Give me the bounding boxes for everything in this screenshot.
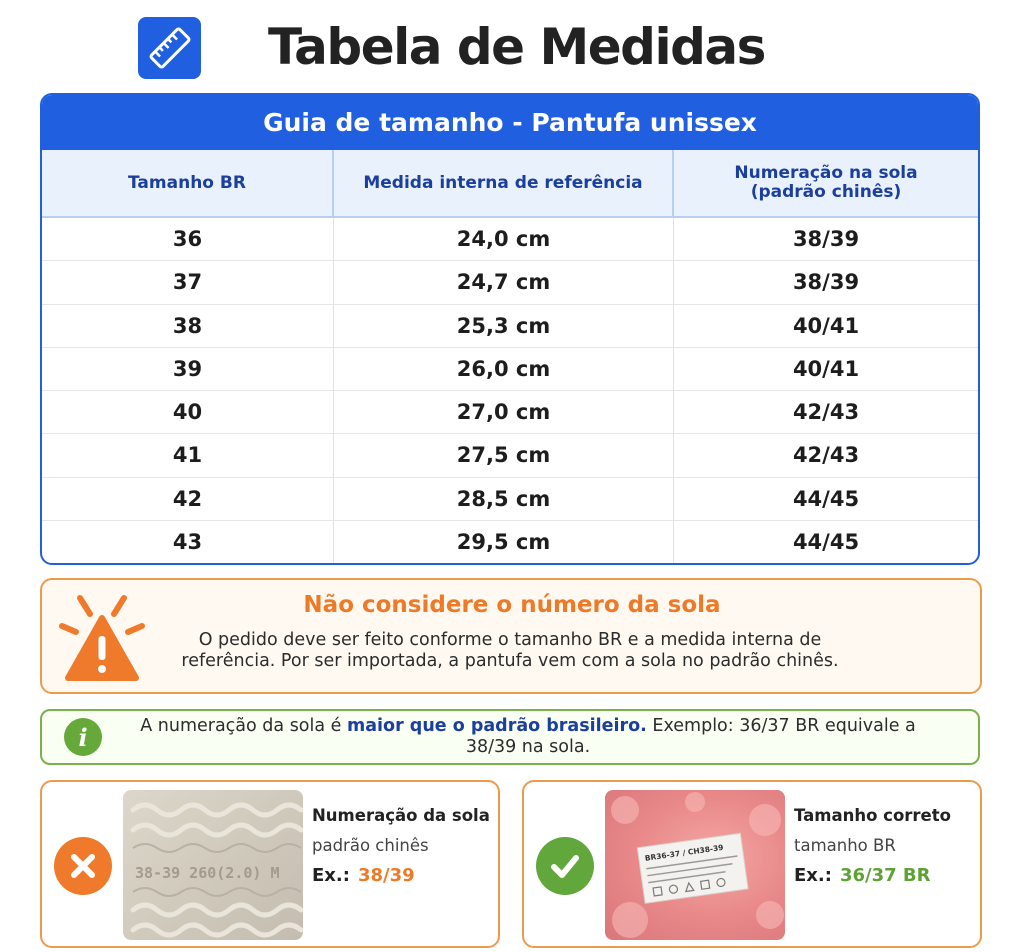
wrong-card-subtitle: padrão chinês [312,836,429,855]
cell-inner-measure: 28,5 cm [334,477,674,520]
cell-size-br: 36 [42,218,334,261]
cell-inner-measure: 26,0 cm [334,347,674,390]
cell-size-br: 42 [42,477,334,520]
example-card-wrong: 38-39 260(2.0) M Numeração da sola padrã… [40,780,500,948]
slipper-label-photo: BR36-37 / CH38-39 [605,790,785,940]
cell-inner-measure: 27,5 cm [334,434,674,477]
cell-inner-measure: 29,5 cm [334,520,674,563]
info-text-highlight: maior que o padrão brasileiro. [347,716,647,736]
cell-size-br: 43 [42,520,334,563]
warning-title: Não considere o número da sola [303,592,721,618]
right-card-title: Tamanho correto [794,806,951,825]
right-card-subtitle: tamanho BR [794,836,896,855]
header-sole-numbering-line1: Numeração na sola [734,163,918,183]
table-row: 41 27,5 cm 42/43 [42,434,978,478]
table-row: 37 24,7 cm 38/39 [42,261,978,305]
table-body: 36 24,0 cm 38/39 37 24,7 cm 38/39 38 25,… [42,218,978,563]
page-title: Tabela de Medidas [268,18,766,76]
cell-size-br: 38 [42,304,334,347]
cell-sole: 44/45 [792,486,860,511]
warning-text-line2: referência. Por ser importada, a pantufa… [181,651,839,671]
table-header-row: Tamanho BR Medida interna de referência … [42,150,978,218]
header-sole-numbering: Numeração na sola (padrão chinês) [674,150,978,216]
warning-icon [59,595,145,681]
wrong-example-label: Ex.: [312,865,350,886]
header-size-br: Tamanho BR [42,150,334,216]
table-row: 40 27,0 cm 42/43 [42,391,978,435]
cell-sole: 42/43 [792,443,860,468]
right-example-label: Ex.: [794,865,832,886]
warning-text: O pedido deve ser feito conforme o taman… [160,630,860,672]
header-sole-numbering-line2: (padrão chinês) [750,182,902,202]
right-card-example: Ex.: 36/37 BR [794,865,930,886]
wrong-example-value: 38/39 [357,865,415,886]
check-mark-icon [536,837,594,895]
info-text: A numeração da sola é maior que o padrão… [118,716,938,758]
info-text-before: A numeração da sola é [140,716,347,736]
cell-sole: 44/45 [792,529,860,554]
right-example-value: 36/37 BR [839,865,931,886]
cell-sole: 38/39 [792,270,860,295]
info-icon: i [64,718,102,756]
wrong-card-title: Numeração da sola [312,806,490,825]
warning-text-line1: O pedido deve ser feito conforme o taman… [198,630,822,650]
header-inner-measure: Medida interna de referência [334,150,674,216]
x-mark-icon [54,837,112,895]
sole-photo: 38-39 260(2.0) M [123,790,303,940]
cell-inner-measure: 25,3 cm [334,304,674,347]
cell-size-br: 40 [42,391,334,434]
table-row: 38 25,3 cm 40/41 [42,304,978,348]
table-caption: Guia de tamanho - Pantufa unissex [42,95,978,150]
example-card-right: BR36-37 / CH38-39 Tamanho correto tamanh… [522,780,982,948]
size-table: Guia de tamanho - Pantufa unissex Tamanh… [40,93,980,565]
wrong-card-example: Ex.: 38/39 [312,865,415,886]
info-text-line1: A numeração da sola é maior que o padrão… [118,716,938,737]
sole-embossed-text: 38-39 260(2.0) M [135,864,280,882]
cell-inner-measure: 24,7 cm [334,261,674,304]
info-text-after: Exemplo: 36/37 BR equivale a [646,716,916,736]
table-row: 36 24,0 cm 38/39 [42,218,978,262]
warning-box: Não considere o número da sola O pedido … [40,578,982,694]
cell-inner-measure: 24,0 cm [334,218,674,261]
cell-sole: 40/41 [792,356,860,381]
ruler-icon [138,17,201,79]
table-row: 42 28,5 cm 44/45 [42,477,978,521]
cell-size-br: 39 [42,347,334,390]
table-row: 39 26,0 cm 40/41 [42,347,978,391]
info-text-line2: 38/39 na sola. [465,737,591,757]
info-box: i A numeração da sola é maior que o padr… [40,709,980,765]
cell-sole: 40/41 [792,313,860,338]
cell-size-br: 37 [42,261,334,304]
cell-size-br: 41 [42,434,334,477]
cell-sole: 42/43 [792,400,860,425]
cell-sole: 38/39 [792,227,860,252]
cell-inner-measure: 27,0 cm [334,391,674,434]
table-row: 43 29,5 cm 44/45 [42,520,978,563]
